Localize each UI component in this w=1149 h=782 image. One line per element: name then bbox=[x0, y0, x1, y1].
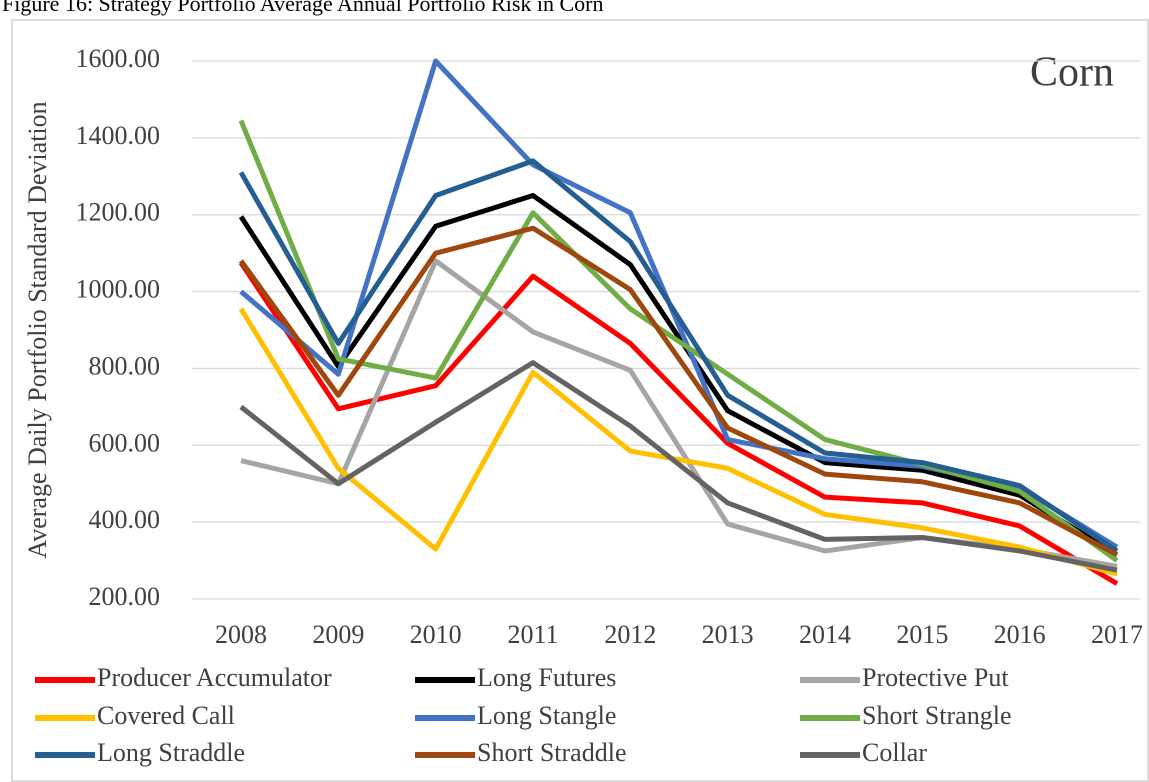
legend-label: Collar bbox=[862, 738, 927, 767]
x-tick-label: 2016 bbox=[994, 620, 1046, 649]
series-line bbox=[238, 261, 1119, 586]
series-line bbox=[238, 119, 1119, 563]
y-tick-label: 1200.00 bbox=[76, 198, 161, 227]
x-tick-label: 2014 bbox=[799, 620, 851, 649]
chart-title: Figure 16: Strategy Portfolio Average An… bbox=[2, 0, 604, 16]
series-line bbox=[238, 158, 1119, 554]
series-line bbox=[240, 258, 1118, 569]
annotation: Corn bbox=[1030, 50, 1114, 96]
series-line bbox=[238, 307, 1118, 577]
legend-label: Protective Put bbox=[862, 663, 1009, 692]
y-tick-label: 1000.00 bbox=[76, 275, 161, 304]
legend-label: Producer Accumulator bbox=[97, 663, 332, 692]
x-tick-label: 2011 bbox=[507, 620, 558, 649]
y-axis-label: Average Daily Portfolio Standard Deviati… bbox=[23, 101, 52, 558]
y-tick-label: 400.00 bbox=[89, 505, 161, 534]
y-tick-label: 1600.00 bbox=[76, 44, 161, 73]
x-tick-label: 2012 bbox=[604, 620, 656, 649]
series-line bbox=[238, 193, 1119, 557]
legend-label: Long Straddle bbox=[97, 738, 245, 767]
x-tick-label: 2010 bbox=[410, 620, 462, 649]
legend-label: Long Stangle bbox=[477, 701, 616, 730]
legend-label: Long Futures bbox=[477, 663, 616, 692]
legend-label: Short Straddle bbox=[477, 738, 627, 767]
x-tick-label: 2017 bbox=[1091, 620, 1143, 649]
x-tick-label: 2015 bbox=[896, 620, 948, 649]
series-line bbox=[239, 360, 1118, 573]
y-tick-label: 200.00 bbox=[89, 582, 161, 611]
x-tick-label: 2009 bbox=[312, 620, 364, 649]
y-tick-label: 1400.00 bbox=[76, 121, 161, 150]
series-line bbox=[239, 58, 1119, 550]
y-tick-label: 600.00 bbox=[89, 428, 161, 457]
series-line bbox=[238, 225, 1119, 558]
y-tick-label: 800.00 bbox=[89, 351, 161, 380]
legend-label: Short Strangle bbox=[862, 701, 1012, 730]
x-tick-label: 2013 bbox=[702, 620, 754, 649]
chart-border bbox=[11, 19, 1149, 782]
legend-label: Covered Call bbox=[97, 701, 235, 730]
x-tick-label: 2008 bbox=[215, 620, 267, 649]
